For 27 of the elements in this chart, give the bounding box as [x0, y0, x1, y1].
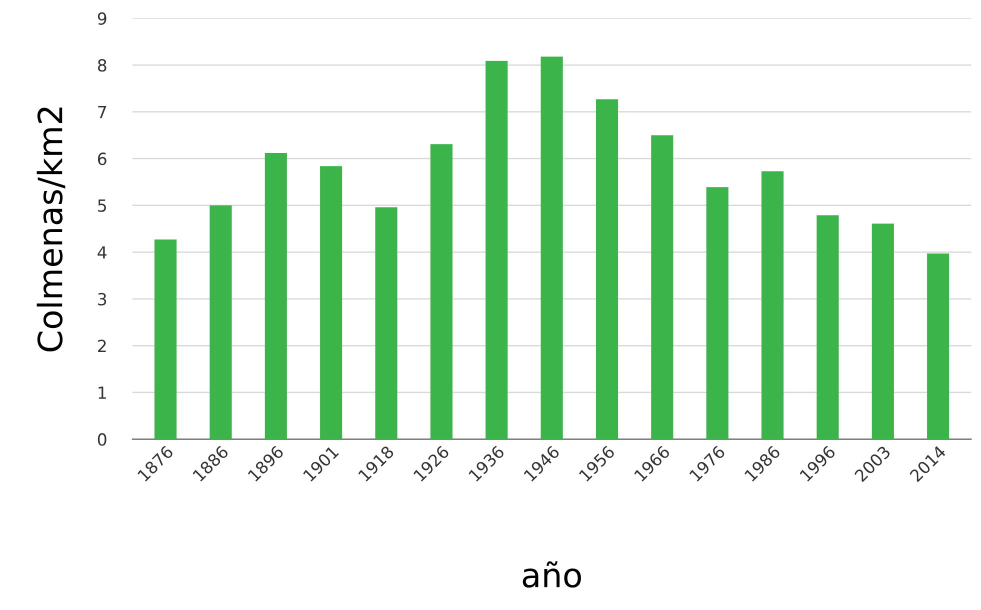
y-tick-label: 2	[98, 340, 106, 352]
bar	[762, 171, 784, 440]
bar	[872, 224, 894, 440]
x-axis-title: año	[522, 561, 581, 588]
bar	[264, 152, 287, 440]
y-axis-title: Colmenas/km2	[36, 108, 66, 352]
y-tick-label: 0	[98, 433, 106, 446]
y-tick-label: 6	[98, 152, 106, 166]
bar	[540, 56, 563, 440]
bar	[430, 144, 452, 440]
y-tick-label: 8	[98, 59, 106, 72]
bar	[154, 240, 177, 440]
bar	[596, 99, 618, 440]
y-tick-label: 5	[98, 200, 106, 212]
y-tick-label: 7	[98, 106, 106, 118]
y-tick-label: 1	[98, 386, 106, 399]
y-tick-label: 9	[98, 12, 106, 25]
bar	[210, 205, 232, 440]
bar	[320, 166, 342, 440]
y-tick-label: 4	[98, 246, 106, 258]
bar	[927, 254, 950, 440]
bar	[375, 207, 398, 440]
bar	[486, 60, 508, 440]
bar	[651, 135, 674, 440]
bar	[816, 215, 839, 440]
y-tick-label: 3	[98, 292, 106, 306]
bar	[706, 187, 728, 440]
